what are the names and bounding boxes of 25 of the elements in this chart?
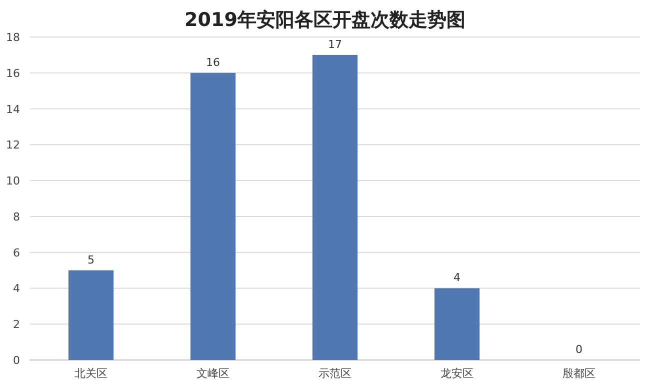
x-tick-label: 龙安区 — [440, 367, 474, 380]
y-tick-label: 2 — [13, 318, 20, 332]
x-tick-label: 殷都区 — [562, 367, 596, 380]
bar — [68, 270, 114, 360]
data-label: 5 — [88, 253, 94, 266]
x-tick-label: 示范区 — [318, 367, 352, 380]
y-tick-label: 16 — [6, 66, 20, 80]
x-tick-label: 北关区 — [74, 367, 108, 380]
bar — [190, 72, 236, 360]
y-tick-label: 8 — [13, 210, 20, 224]
data-label: 0 — [576, 343, 582, 356]
x-tick-label: 文峰区 — [196, 367, 230, 380]
data-label: 4 — [454, 271, 460, 284]
bar — [434, 288, 480, 360]
bar — [312, 54, 358, 360]
y-tick-label: 10 — [6, 174, 20, 188]
data-label: 16 — [206, 56, 220, 69]
data-label: 17 — [328, 38, 342, 51]
y-tick-label: 4 — [13, 282, 20, 296]
chart-title: 2019年安阳各区开盘次数走势图 — [184, 9, 466, 31]
y-tick-label: 6 — [13, 246, 20, 260]
y-tick-label: 18 — [6, 31, 20, 44]
y-tick-label: 0 — [13, 354, 20, 367]
y-tick-label: 12 — [6, 138, 20, 152]
y-tick-label: 14 — [6, 102, 20, 116]
